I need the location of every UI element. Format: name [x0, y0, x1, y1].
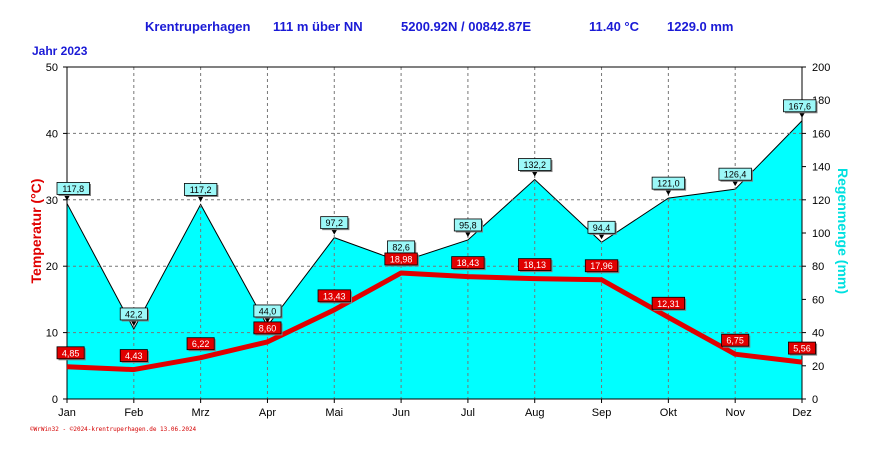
x-axis-tick-label: Apr [259, 407, 276, 419]
right-axis-tick-label: 140 [812, 162, 830, 174]
temperature-data-label-box [253, 321, 282, 335]
temperature-data-label: 12,31 [657, 299, 680, 309]
precipitation-data-label-box [718, 167, 752, 181]
precipitation-data-label: 82,6 [392, 242, 410, 252]
right-axis-tick-label: 0 [812, 394, 818, 406]
x-axis-tick-label: Jul [461, 407, 475, 419]
temperature-data-label: 6,22 [192, 339, 210, 349]
x-axis-tick-label: Dez [792, 407, 812, 419]
annual-mean-temperature: 11.40 °C [589, 19, 640, 34]
temperature-data-label: 8,60 [259, 323, 277, 333]
precipitation-data-label-box [587, 220, 616, 234]
temperature-data-label: 4,43 [125, 351, 143, 361]
right-axis-tick-label: 60 [812, 294, 824, 306]
temperature-data-label-box [788, 341, 817, 355]
station-coordinates: 5200.92N / 00842.87E [401, 19, 532, 34]
precipitation-data-label-box [320, 216, 349, 230]
temperature-data-label-box [317, 289, 351, 303]
left-axis-tick-label: 50 [46, 62, 58, 74]
right-axis-tick-label: 80 [812, 261, 824, 273]
station-name: Krentruperhagen [145, 19, 251, 34]
precipitation-data-label-box [253, 304, 282, 318]
temperature-data-label: 4,85 [62, 348, 80, 358]
precipitation-data-label-box [651, 176, 686, 190]
temperature-data-label-box [186, 337, 215, 351]
precipitation-data-label: 95,8 [459, 220, 477, 230]
precipitation-data-label: 121,0 [657, 179, 680, 189]
temperature-data-label-box [451, 256, 485, 270]
right-axis-tick-label: 40 [812, 328, 824, 340]
precipitation-data-label: 94,4 [593, 223, 611, 233]
left-axis-tick-label: 30 [46, 195, 58, 207]
left-axis-title: Temperatur (°C) [28, 179, 44, 284]
x-axis-tick-label: Sep [592, 407, 612, 419]
precipitation-data-label: 97,2 [326, 218, 344, 228]
x-axis-tick-label: Mrz [191, 407, 209, 419]
x-axis-tick-label: Jan [58, 407, 76, 419]
temperature-data-label-box [721, 333, 750, 347]
temperature-data-label: 17,96 [590, 261, 613, 271]
temperature-data-label: 18,98 [390, 254, 413, 264]
right-axis-title: Regenmenge (mm) [835, 168, 851, 294]
year-label: Jahr 2023 [32, 44, 88, 58]
right-axis-tick-label: 160 [812, 128, 830, 140]
temperature-data-label-box [56, 346, 85, 360]
right-axis-tick-label: 20 [812, 361, 824, 373]
precipitation-line [66, 120, 803, 331]
x-axis-tick-label: Okt [660, 407, 677, 419]
right-axis-tick-label: 100 [812, 228, 830, 240]
x-axis-tick-label: Aug [525, 407, 545, 419]
precipitation-data-label: 117,2 [190, 185, 212, 195]
x-axis-tick-label: Jun [392, 407, 410, 419]
annual-precipitation: 1229.0 mm [667, 19, 734, 34]
precipitation-data-label: 167,6 [788, 101, 811, 111]
temperature-data-label: 6,75 [726, 336, 744, 346]
temperature-data-label-box [651, 296, 686, 310]
precipitation-data-label: 132,2 [523, 160, 546, 170]
x-axis-tick-label: Mai [325, 407, 343, 419]
copyright-footer: ©WrWin32 - ©2024-krentruperhagen.de 13.0… [30, 426, 197, 433]
x-axis-tick-label: Feb [124, 407, 143, 419]
precipitation-data-label-box [56, 182, 90, 195]
precipitation-data-label: 42,2 [125, 309, 143, 319]
precipitation-data-label: 126,4 [724, 170, 747, 180]
temperature-data-label-box [119, 349, 148, 362]
precipitation-data-label: 44,0 [259, 306, 277, 316]
precipitation-data-label-box [119, 307, 148, 321]
temperature-data-label: 18,13 [523, 260, 546, 270]
precipitation-data-label-box [453, 218, 482, 232]
temperature-data-label: 18,43 [457, 258, 480, 268]
precipitation-data-label-box [783, 99, 817, 113]
left-axis-tick-label: 20 [46, 261, 58, 273]
station-elevation: 111 m über NN [273, 19, 363, 34]
precipitation-data-label: 117,8 [62, 184, 84, 194]
right-axis-tick-label: 200 [812, 62, 830, 74]
x-axis-tick-label: Nov [725, 407, 745, 419]
temperature-data-label-box [518, 258, 552, 272]
temperature-data-label-box [584, 259, 619, 273]
left-axis-tick-label: 10 [46, 328, 58, 340]
left-axis-tick-label: 0 [52, 394, 58, 406]
precipitation-data-label-box [183, 183, 218, 196]
precipitation-data-label-box [518, 158, 552, 171]
temperature-data-label-box [384, 252, 418, 266]
right-axis-tick-label: 120 [812, 195, 830, 207]
precipitation-area [67, 120, 802, 399]
temperature-data-label: 5,56 [793, 344, 811, 354]
temperature-line [66, 270, 803, 373]
left-axis-tick-label: 40 [46, 128, 58, 140]
temperature-data-label: 13,43 [323, 291, 346, 301]
